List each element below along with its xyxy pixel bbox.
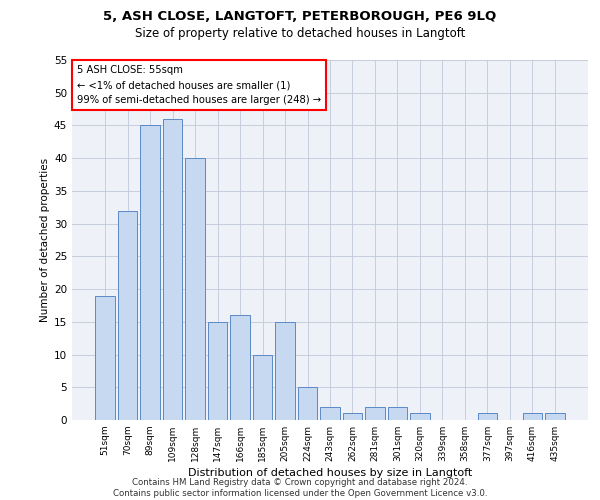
Bar (140, 126, 160, 420)
Bar (230, 316, 250, 420)
Bar (478, 414, 497, 420)
Text: 5 ASH CLOSE: 55sqm
← <1% of detached houses are smaller (1)
99% of semi-detached: 5 ASH CLOSE: 55sqm ← <1% of detached hou… (77, 66, 321, 105)
X-axis label: Distribution of detached houses by size in Langtoft: Distribution of detached houses by size … (188, 468, 472, 478)
Bar (545, 414, 565, 420)
Bar (343, 414, 362, 420)
Bar (163, 119, 182, 420)
Text: 5, ASH CLOSE, LANGTOFT, PETERBOROUGH, PE6 9LQ: 5, ASH CLOSE, LANGTOFT, PETERBOROUGH, PE… (103, 10, 497, 23)
Bar (118, 210, 137, 420)
Bar (365, 407, 385, 420)
Bar (320, 407, 340, 420)
Bar (95, 296, 115, 420)
Text: Contains HM Land Registry data © Crown copyright and database right 2024.
Contai: Contains HM Land Registry data © Crown c… (113, 478, 487, 498)
Text: Size of property relative to detached houses in Langtoft: Size of property relative to detached ho… (135, 28, 465, 40)
Bar (253, 354, 272, 420)
Bar (275, 322, 295, 420)
Bar (410, 414, 430, 420)
Y-axis label: Number of detached properties: Number of detached properties (40, 158, 50, 322)
Bar (523, 414, 542, 420)
Bar (388, 407, 407, 420)
Bar (298, 388, 317, 420)
Bar (185, 158, 205, 420)
Bar (208, 322, 227, 420)
